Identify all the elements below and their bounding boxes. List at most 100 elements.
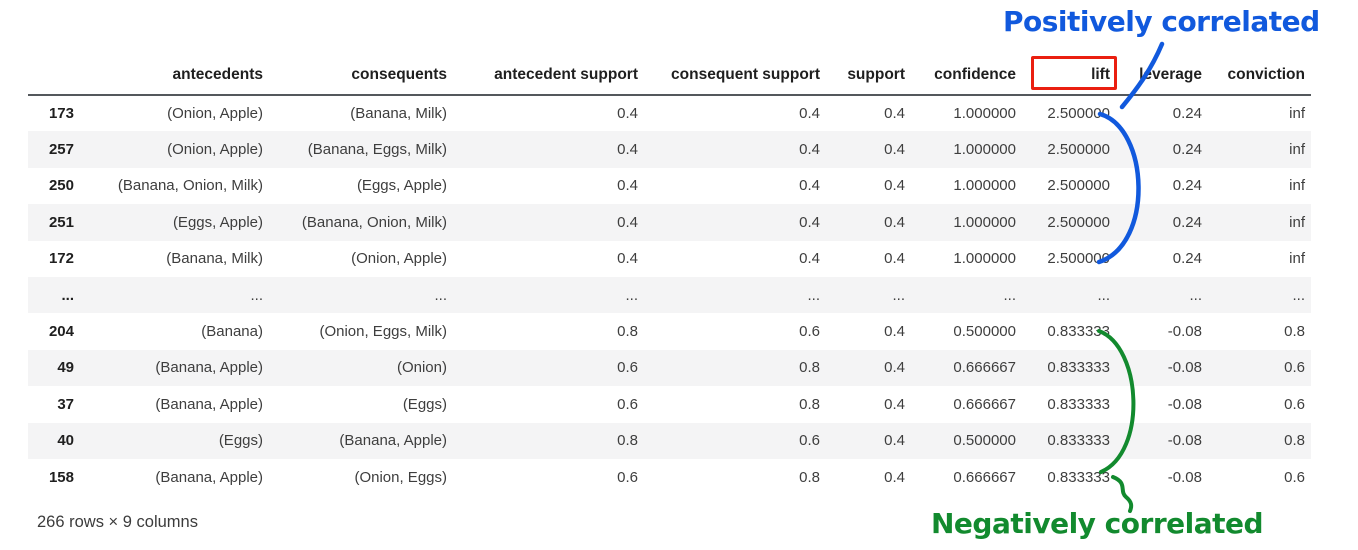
- cell: 0.6: [1284, 468, 1305, 486]
- row-index: 40: [57, 432, 74, 450]
- cell: 0.4: [799, 141, 820, 159]
- cell: 0.4: [884, 359, 905, 377]
- cell: 0.6: [799, 432, 820, 450]
- cell: inf: [1289, 105, 1305, 123]
- header-leverage: leverage: [1116, 58, 1208, 96]
- cell: -0.08: [1167, 432, 1202, 450]
- table-row: 172 (Banana, Milk) (Onion, Apple) 0.4 0.4 0.4…: [28, 241, 1311, 277]
- cell: 0.24: [1172, 177, 1202, 195]
- cell: 0.4: [799, 105, 820, 123]
- row-index: 37: [57, 395, 74, 413]
- cell: ...: [625, 286, 638, 304]
- cell: 0.833333: [1047, 359, 1110, 377]
- cell: (Banana, Milk): [166, 250, 263, 268]
- cell: 0.6: [1284, 359, 1305, 377]
- cell: 0.4: [884, 395, 905, 413]
- cell: 0.8: [1284, 432, 1305, 450]
- cell: 0.666667: [953, 468, 1016, 486]
- cell: 0.4: [617, 250, 638, 268]
- cell: 1.000000: [953, 141, 1016, 159]
- cell: inf: [1289, 250, 1305, 268]
- cell: 0.6: [617, 468, 638, 486]
- cell: 2.500000: [1047, 141, 1110, 159]
- cell: 0.4: [617, 141, 638, 159]
- row-index: 250: [48, 177, 74, 195]
- cell: ...: [892, 286, 905, 304]
- cell: 1.000000: [953, 105, 1016, 123]
- table-row: 251 (Eggs, Apple) (Banana, Onion, Milk) 0.4…: [28, 204, 1311, 241]
- cell: 0.4: [884, 105, 905, 123]
- cell: (Onion, Apple): [167, 141, 263, 159]
- cell: 2.500000: [1047, 177, 1110, 195]
- cell: 0.833333: [1047, 395, 1110, 413]
- cell: 0.24: [1172, 141, 1202, 159]
- cell: 0.6: [799, 323, 820, 341]
- cell: 0.8: [1284, 323, 1305, 341]
- cell: 0.4: [884, 141, 905, 159]
- cell: 0.4: [799, 177, 820, 195]
- cell: 0.4: [799, 250, 820, 268]
- association-rules-table: antecedents consequents antecedent suppo…: [28, 58, 1311, 495]
- table-row: 49 (Banana, Apple) (Onion) 0.6 0.8 0.4 0.66666…: [28, 349, 1311, 387]
- header-index: [28, 58, 80, 96]
- lift-column-highlight-box: [1031, 56, 1117, 90]
- cell: 0.833333: [1047, 323, 1110, 341]
- cell: (Eggs): [402, 395, 447, 413]
- cell: ...: [1003, 286, 1016, 304]
- header-support: support: [826, 58, 911, 96]
- cell: 0.500000: [953, 432, 1016, 450]
- header-antecedent-support: antecedent support: [453, 58, 644, 96]
- cell: 0.8: [799, 468, 820, 486]
- row-index: 204: [48, 323, 74, 341]
- table-header: antecedents consequents antecedent suppo…: [28, 58, 1311, 96]
- cell: 0.4: [617, 105, 638, 123]
- cell: -0.08: [1167, 359, 1202, 377]
- cell: 0.8: [617, 432, 638, 450]
- cell: 0.8: [617, 323, 638, 341]
- cell: (Onion, Apple): [167, 105, 263, 123]
- cell: 0.4: [884, 213, 905, 231]
- cell: (Banana): [201, 323, 263, 341]
- cell: 0.4: [884, 250, 905, 268]
- dataframe-shape-summary: 266 rows × 9 columns: [37, 513, 198, 531]
- table-body: 173 (Onion, Apple) (Banana, Milk) 0.4 0.4 0.4…: [28, 95, 1311, 495]
- cell: 0.4: [884, 323, 905, 341]
- header-consequent-support: consequent support: [644, 58, 826, 96]
- cell: 0.500000: [953, 323, 1016, 341]
- cell: 0.6: [617, 395, 638, 413]
- cell: 0.4: [884, 177, 905, 195]
- cell: (Onion, Apple): [351, 250, 447, 268]
- cell: (Banana, Apple): [155, 468, 263, 486]
- cell: (Banana, Eggs, Milk): [307, 141, 447, 159]
- cell: ...: [434, 286, 447, 304]
- negatively-correlated-label: Negatively correlated: [931, 507, 1264, 540]
- cell: 2.500000: [1047, 250, 1110, 268]
- cell: (Banana, Onion, Milk): [117, 177, 263, 195]
- table-row: 173 (Onion, Apple) (Banana, Milk) 0.4 0.4 0.4…: [28, 95, 1311, 131]
- cell: (Banana, Onion, Milk): [301, 213, 447, 231]
- table-row: ..............................: [28, 276, 1311, 314]
- cell: 0.24: [1172, 105, 1202, 123]
- header-row: antecedents consequents antecedent suppo…: [28, 58, 1311, 96]
- cell: 0.4: [884, 432, 905, 450]
- cell: 2.500000: [1047, 105, 1110, 123]
- cell: 0.4: [617, 213, 638, 231]
- cell: ...: [1097, 286, 1110, 304]
- cell: inf: [1289, 177, 1305, 195]
- cell: (Eggs, Apple): [172, 213, 263, 231]
- cell: 0.833333: [1047, 432, 1110, 450]
- cell: 0.4: [884, 468, 905, 486]
- positively-correlated-label: Positively correlated: [1003, 5, 1320, 38]
- table-row: 37 (Banana, Apple) (Eggs) 0.6 0.8 0.4 0.666667…: [28, 386, 1311, 422]
- row-index: 158: [48, 468, 74, 486]
- cell: inf: [1289, 213, 1305, 231]
- cell: (Banana, Apple): [155, 395, 263, 413]
- cell: -0.08: [1167, 395, 1202, 413]
- row-index: ...: [61, 286, 74, 304]
- cell: (Eggs, Apple): [356, 177, 447, 195]
- cell: (Onion, Eggs): [354, 468, 447, 486]
- cell: (Banana, Milk): [350, 105, 447, 123]
- cell: (Onion, Eggs, Milk): [319, 323, 447, 341]
- cell: ...: [807, 286, 820, 304]
